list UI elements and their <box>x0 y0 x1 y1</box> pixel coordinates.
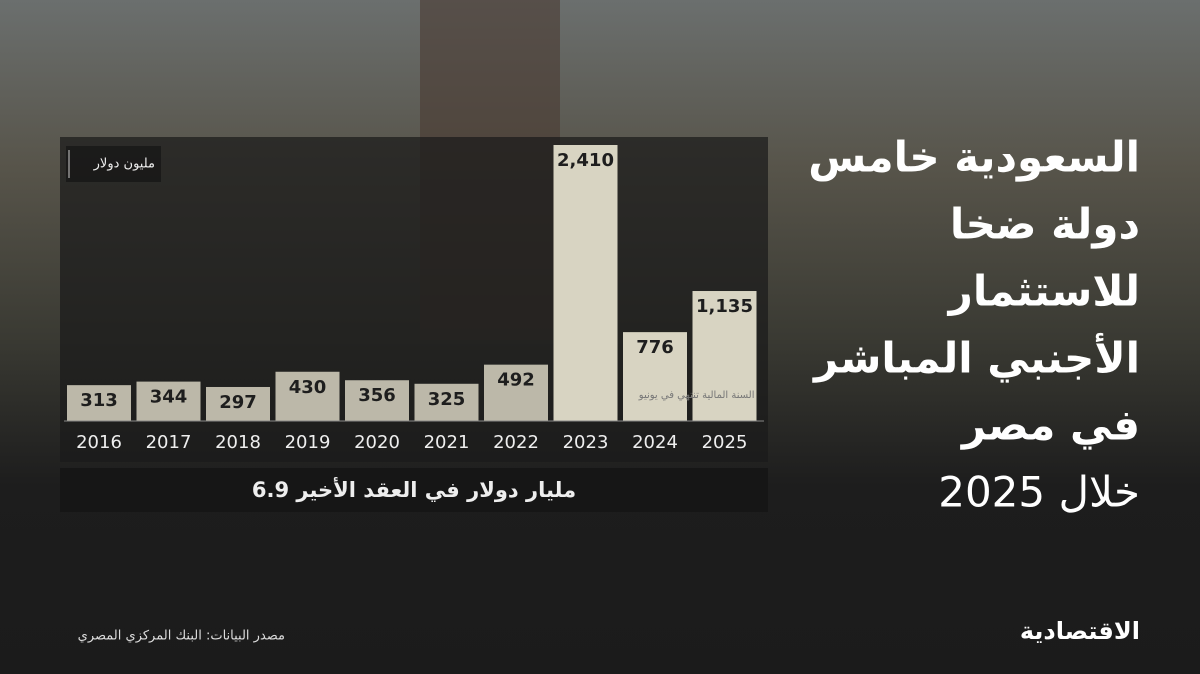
value-label: 2,410 <box>557 150 614 171</box>
value-label: 430 <box>289 377 327 398</box>
value-label: 356 <box>358 385 396 406</box>
title-line: السعودية خامس <box>808 133 1140 183</box>
bar <box>623 332 687 421</box>
x-tick-label: 2022 <box>493 432 539 453</box>
bar <box>553 145 618 421</box>
x-tick-label: 2024 <box>632 432 678 453</box>
title-line: في مصر <box>960 401 1140 451</box>
bar <box>345 380 409 421</box>
bar <box>206 386 270 421</box>
value-label: 325 <box>428 389 466 410</box>
unit-label: مليون دولار <box>93 157 155 172</box>
value-label: 776 <box>636 337 674 358</box>
summary: 6.9 مليار دولار في العقد الأخير <box>252 476 576 502</box>
bar <box>67 385 131 421</box>
value-label: 344 <box>150 387 188 408</box>
bar <box>692 291 757 421</box>
x-tick-label: 2020 <box>354 432 400 453</box>
summary-box <box>60 468 768 512</box>
value-label: 1,135 <box>696 296 753 317</box>
x-tick-label: 2021 <box>424 432 470 453</box>
x-tick-label: 2025 <box>702 432 748 453</box>
bar <box>484 364 548 421</box>
title: السعودية خامس دولة ضخا للاستثمار الأجنبي ال… <box>808 133 1140 517</box>
title-line: خلال 2025 <box>938 468 1140 517</box>
unit-box <box>66 146 161 182</box>
x-tick-label: 2023 <box>563 432 609 453</box>
bar <box>275 371 340 421</box>
title-line: دولة ضخا <box>950 200 1140 250</box>
value-label: 492 <box>497 370 535 391</box>
annotation: السنة المالية تنتهي في يونيو <box>638 390 755 401</box>
title-line: للاستثمار <box>947 267 1140 316</box>
bar <box>414 383 479 421</box>
bar <box>136 381 201 421</box>
title-line: الأجنبي المباشر <box>812 333 1140 384</box>
value-label: 313 <box>80 390 118 411</box>
value-label: 297 <box>219 392 257 413</box>
x-tick-label: 2019 <box>285 432 331 453</box>
x-tick-label: 2016 <box>76 432 122 453</box>
x-tick-label: 2017 <box>146 432 192 453</box>
logo: الاقتصادية <box>1020 617 1140 645</box>
x-tick-label: 2018 <box>215 432 261 453</box>
source: مصدر البيانات: البنك المركزي المصري <box>78 629 285 644</box>
